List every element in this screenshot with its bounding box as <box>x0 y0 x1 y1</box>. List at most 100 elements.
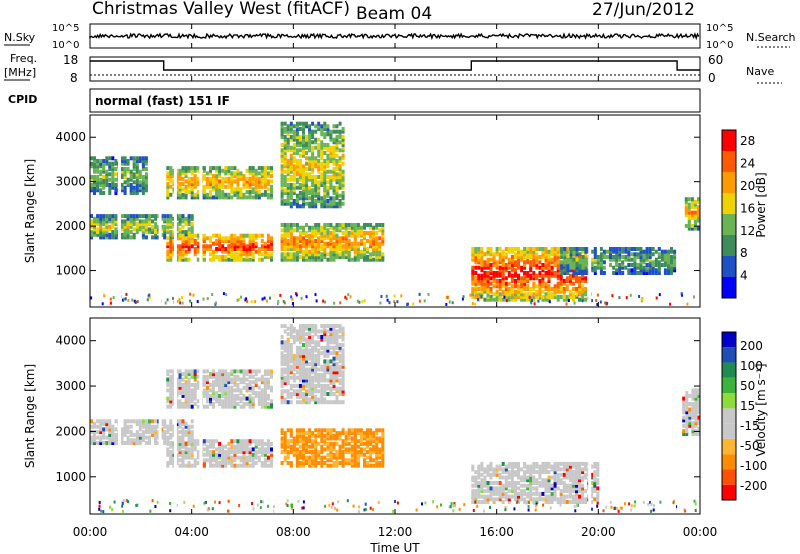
heatmap-cell <box>486 273 490 278</box>
heatmap-cell <box>556 289 560 294</box>
heatmap-cell <box>242 444 246 449</box>
heatmap-cell <box>298 332 302 337</box>
heatmap-cell <box>332 167 336 171</box>
heatmap-cell <box>302 244 305 249</box>
heatmap-cell <box>154 424 158 429</box>
heatmap-cell <box>323 362 327 367</box>
heatmap-cell <box>283 359 287 364</box>
heatmap-cell <box>639 255 643 259</box>
heatmap-cell <box>129 188 133 193</box>
heatmap-cell <box>341 444 345 449</box>
heatmap-cell <box>498 467 502 472</box>
heatmap-cell <box>227 372 231 377</box>
heatmap-cell <box>239 399 243 404</box>
heatmap-cell <box>236 463 240 468</box>
heatmap-cell <box>344 255 348 259</box>
heatmap-cell <box>308 241 312 246</box>
heatmap-cell <box>335 332 339 337</box>
heatmap-cell <box>295 439 299 444</box>
heatmap-cell <box>495 472 499 477</box>
heatmap-cell <box>356 450 360 455</box>
heatmap-cell <box>227 179 231 184</box>
heatmap-cell <box>230 458 234 463</box>
heatmap-cell <box>323 180 327 185</box>
heatmap-cell <box>501 297 505 302</box>
heatmap-cell <box>627 268 631 273</box>
heatmap-cell <box>559 478 563 483</box>
heatmap-cell <box>93 424 96 429</box>
heatmap-cell <box>550 486 554 491</box>
heatmap-cell <box>514 273 517 278</box>
heatmap-cell <box>660 249 664 254</box>
heatmap-cell <box>520 279 524 283</box>
heatmap-cell <box>248 458 252 463</box>
heatmap-cell <box>326 193 330 198</box>
heatmap-cell <box>295 452 299 457</box>
heatmap-cell <box>154 224 158 229</box>
heatmap-cell <box>329 255 333 259</box>
heatmap-cell <box>523 276 527 281</box>
heatmap-cell <box>260 399 264 404</box>
heatmap-cell <box>221 447 225 452</box>
heatmap-cell <box>270 452 273 457</box>
heatmap-cell <box>326 383 330 388</box>
heatmap-cell <box>308 191 312 195</box>
heatmap-cell <box>111 430 115 435</box>
heatmap-cell <box>471 271 475 275</box>
heatmap-cell <box>227 377 231 382</box>
heatmap-cell <box>477 494 481 499</box>
heatmap-cell <box>510 475 514 480</box>
heatmap-cell <box>289 239 293 243</box>
heatmap-cell <box>369 231 373 235</box>
heatmap-cell <box>221 385 225 390</box>
heatmap-cell <box>332 345 336 350</box>
heatmap-cell <box>283 356 287 361</box>
heatmap-cell <box>584 287 588 291</box>
heatmap-cell <box>302 334 305 339</box>
heatmap-cell <box>123 232 127 237</box>
heatmap-cell <box>298 172 302 177</box>
heatmap-cell <box>302 394 305 399</box>
heatmap-cell <box>270 192 273 197</box>
heatmap-cell <box>305 359 308 364</box>
heatmap-cell <box>289 164 293 169</box>
heatmap-cell <box>693 215 697 220</box>
heatmap-cell <box>308 137 312 142</box>
heatmap-cell <box>187 430 191 435</box>
heatmap-cell <box>381 439 385 444</box>
heatmap-cell <box>630 268 634 273</box>
heatmap-cell <box>523 297 527 302</box>
heatmap-cell <box>332 356 336 361</box>
heatmap-cell <box>317 121 321 126</box>
heatmap-cell <box>90 222 93 227</box>
heatmap-cell <box>311 188 315 193</box>
heatmap-cell <box>96 424 100 429</box>
heatmap-cell <box>369 433 373 438</box>
heatmap-cell <box>338 455 342 460</box>
heatmap-cell <box>314 137 318 142</box>
heatmap-cell <box>326 386 330 391</box>
heatmap-cell <box>202 239 206 243</box>
heatmap-cell <box>193 458 197 463</box>
heatmap-cell <box>126 180 130 185</box>
heatmap-cell <box>535 481 539 485</box>
heatmap-cell <box>359 433 363 438</box>
heatmap-cell <box>305 223 308 227</box>
heatmap-cell <box>556 281 560 286</box>
heatmap-cell <box>289 244 293 249</box>
heatmap-cell <box>169 404 173 409</box>
heatmap-cell <box>102 214 106 219</box>
heatmap-cell <box>295 199 299 203</box>
heatmap-cell <box>356 452 360 457</box>
heatmap-cell <box>190 369 194 374</box>
heatmap-cell <box>187 372 191 377</box>
heatmap-cell <box>568 279 572 283</box>
heatmap-cell <box>483 265 487 270</box>
heatmap-cell <box>507 247 511 251</box>
heatmap-cell <box>93 232 96 237</box>
heatmap-cell <box>178 171 182 176</box>
heatmap-cell <box>311 121 315 126</box>
heatmap-cell <box>227 374 231 379</box>
noise-cell <box>446 295 449 299</box>
heatmap-cell <box>520 292 524 297</box>
